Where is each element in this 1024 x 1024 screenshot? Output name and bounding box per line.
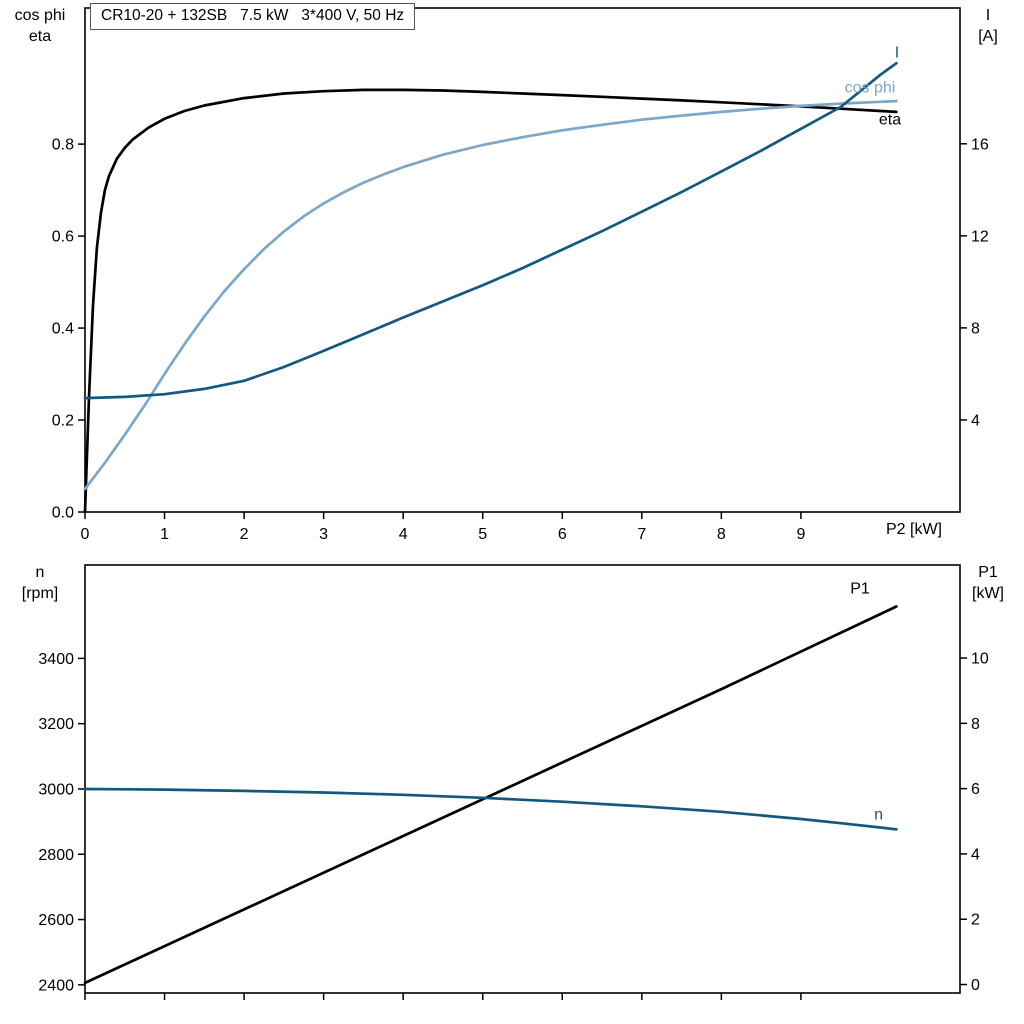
series-cos-phi-curve bbox=[83, 99, 898, 491]
chart-title-box: CR10-20 + 132SB 7.5 kW 3*400 V, 50 Hz bbox=[90, 3, 416, 30]
series-n-curve bbox=[83, 787, 898, 831]
x-tick-label: 1 bbox=[160, 526, 169, 543]
bottom-right-axis-title: P1 [kW] bbox=[956, 562, 1020, 604]
left_axis-tick-label: 3400 bbox=[38, 651, 74, 668]
x-tick-label: 0 bbox=[81, 526, 90, 543]
curve-label-cos-phi: cos phi bbox=[845, 80, 896, 97]
series-eta-curve bbox=[83, 88, 898, 514]
left-axis-title-line1: cos phi bbox=[14, 7, 66, 24]
right_axis-tick-label: 10 bbox=[971, 651, 989, 668]
curve-label-n: n bbox=[874, 807, 883, 824]
right-axis-title-line1: I bbox=[985, 7, 991, 24]
curve-label-I: I bbox=[895, 44, 899, 61]
x-tick-label: 2 bbox=[240, 526, 249, 543]
right_axis-tick-label: 0 bbox=[971, 977, 980, 994]
x-tick-label: 8 bbox=[717, 526, 726, 543]
left_axis-tick-label: 2600 bbox=[38, 912, 74, 929]
x-tick-label: 7 bbox=[637, 526, 646, 543]
left_axis-tick-label: 0.2 bbox=[52, 413, 74, 430]
left_axis-tick-label: 3000 bbox=[38, 781, 74, 798]
right_axis-tick-label: 8 bbox=[971, 716, 980, 733]
plot-border bbox=[84, 7, 961, 513]
x-tick-label: 4 bbox=[399, 526, 408, 543]
plot-border bbox=[84, 564, 961, 994]
bottom-left-axis-title: n [rpm] bbox=[2, 562, 78, 604]
x-tick-label: 3 bbox=[319, 526, 328, 543]
left_axis-tick-label: 0.0 bbox=[52, 505, 74, 522]
left_axis-tick-label: 2800 bbox=[38, 847, 74, 864]
curve-label-P1: P1 bbox=[850, 581, 870, 598]
top-right-axis-title: I [A] bbox=[956, 5, 1020, 47]
right-axis-title-line2: [A] bbox=[978, 28, 998, 45]
left-axis-title-line2: eta bbox=[28, 28, 52, 45]
speed-axis-title-line1: n bbox=[35, 564, 45, 581]
power-axis-title-line1: P1 bbox=[978, 564, 998, 581]
right_axis-tick-label: 6 bbox=[971, 781, 980, 798]
right_axis-tick-label: 4 bbox=[971, 412, 980, 429]
x-tick-label: 9 bbox=[796, 526, 805, 543]
top-left-axis-title: cos phi eta bbox=[2, 5, 78, 47]
right_axis-tick-label: 4 bbox=[971, 846, 980, 863]
x-tick-label: 5 bbox=[478, 526, 487, 543]
speed-power-chart: 2400 2600 2800 3000 3200 3400 0 2 4 6 8 10 P1 n bbox=[38, 564, 989, 1000]
right_axis-tick-label: 2 bbox=[971, 912, 980, 929]
right_axis-tick-label: 16 bbox=[971, 136, 989, 153]
left_axis-tick-label: 0.4 bbox=[52, 321, 74, 338]
left_axis-tick-label: 0.6 bbox=[52, 229, 74, 246]
series-I-curve bbox=[83, 61, 898, 400]
curve-label-eta: eta bbox=[879, 111, 901, 128]
right_axis-tick-label: 8 bbox=[971, 320, 980, 337]
right_axis-tick-label: 12 bbox=[971, 228, 989, 245]
speed-axis-title-line2: [rpm] bbox=[21, 585, 59, 602]
series-P1-curve bbox=[83, 605, 898, 985]
x-axis-title: P2 [kW] bbox=[885, 521, 942, 538]
x-tick-label: 6 bbox=[558, 526, 567, 543]
power-axis-title-line2: [kW] bbox=[972, 585, 1004, 602]
left_axis-tick-label: 0.8 bbox=[52, 137, 74, 154]
left_axis-tick-label: 2400 bbox=[38, 977, 74, 994]
left_axis-tick-label: 3200 bbox=[38, 716, 74, 733]
